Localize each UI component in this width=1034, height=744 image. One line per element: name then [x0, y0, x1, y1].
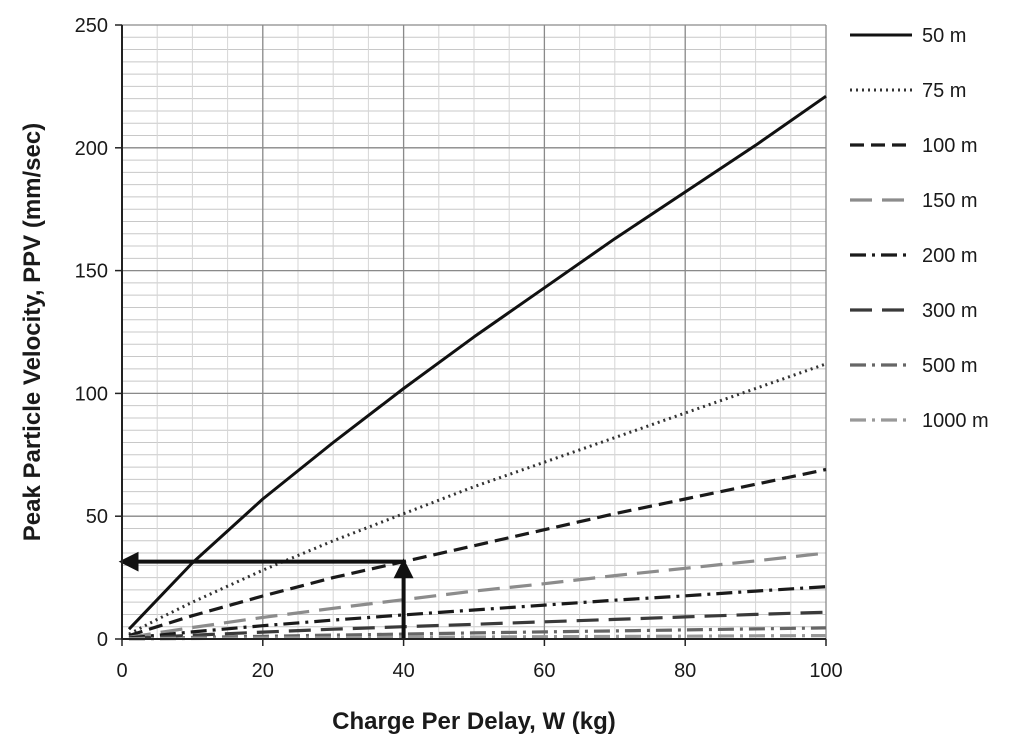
x-tick-label: 100 — [809, 660, 842, 682]
series-line-1000m — [128, 633, 827, 641]
y-tick-label: 200 — [75, 138, 108, 160]
legend-label: 1000 m — [922, 410, 989, 432]
axes-layer — [115, 24, 827, 646]
legend-label: 50 m — [922, 25, 966, 47]
legend-label: 300 m — [922, 300, 978, 322]
x-tick-label: 40 — [392, 660, 414, 682]
series-line-100m — [128, 467, 827, 638]
series-line-50m — [127, 94, 827, 631]
y-axis-title: Peak Particle Velocity, PPV (mm/sec) — [19, 123, 46, 541]
legend: 50 m 75 m 100 m 150 m 200 m 300 m 500 m 1000 m — [850, 25, 989, 432]
grid-minor — [122, 25, 826, 639]
x-tick-label: 80 — [674, 660, 696, 682]
series-layer — [127, 94, 827, 641]
x-tick-label: 20 — [252, 660, 274, 682]
series-line-75m — [128, 362, 827, 636]
x-axis-title: Charge Per Delay, W (kg) — [332, 708, 616, 735]
y-tick-label: 0 — [97, 629, 108, 651]
series-line-200m — [128, 585, 827, 640]
legend-label: 100 m — [922, 135, 978, 157]
series-line-500m — [128, 626, 827, 641]
x-tick-label: 60 — [533, 660, 555, 682]
legend-label: 150 m — [922, 190, 978, 212]
x-tick-label: 0 — [116, 660, 127, 682]
y-tick-label: 100 — [75, 383, 108, 405]
annotation-layer — [118, 551, 414, 639]
legend-label: 75 m — [922, 80, 966, 102]
y-tick-label: 150 — [75, 261, 108, 283]
y-tick-label: 250 — [75, 15, 108, 37]
legend-label: 500 m — [922, 355, 978, 377]
legend-label: 200 m — [922, 245, 978, 267]
tick-labels: 0 20 40 60 80 100 0 50 100 150 200 250 — [75, 15, 843, 682]
y-tick-label: 50 — [86, 506, 108, 528]
